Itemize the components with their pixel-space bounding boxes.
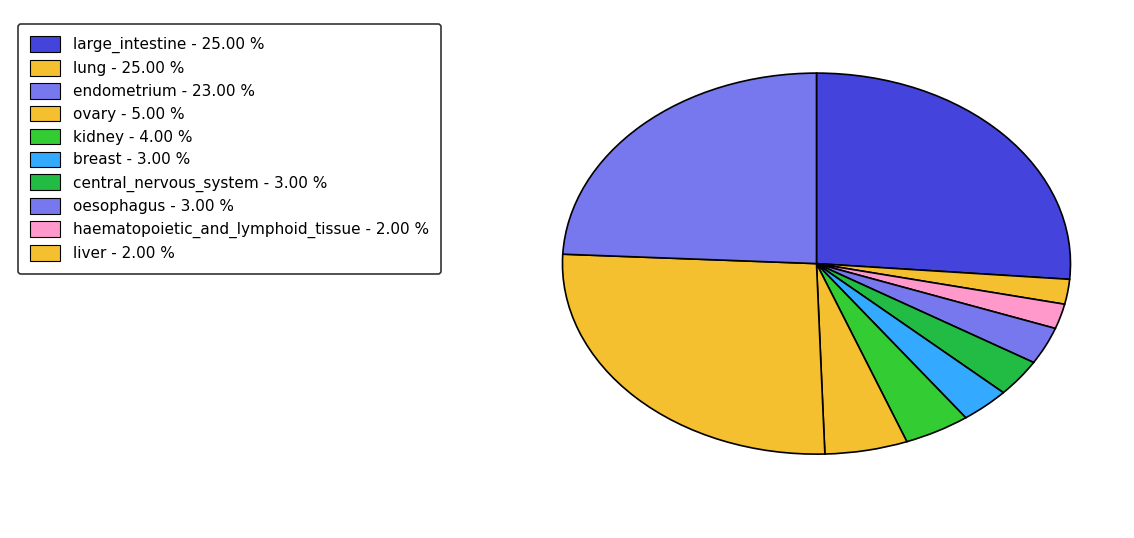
Wedge shape <box>816 73 1070 279</box>
Wedge shape <box>816 264 1004 417</box>
Wedge shape <box>816 264 1065 329</box>
Legend: large_intestine - 25.00 %, lung - 25.00 %, endometrium - 23.00 %, ovary - 5.00 %: large_intestine - 25.00 %, lung - 25.00 … <box>18 24 441 273</box>
Wedge shape <box>562 254 824 454</box>
Wedge shape <box>816 264 1033 393</box>
Wedge shape <box>816 264 907 454</box>
Wedge shape <box>816 264 966 442</box>
Wedge shape <box>816 264 1056 363</box>
Wedge shape <box>816 264 1069 305</box>
Wedge shape <box>562 73 816 264</box>
